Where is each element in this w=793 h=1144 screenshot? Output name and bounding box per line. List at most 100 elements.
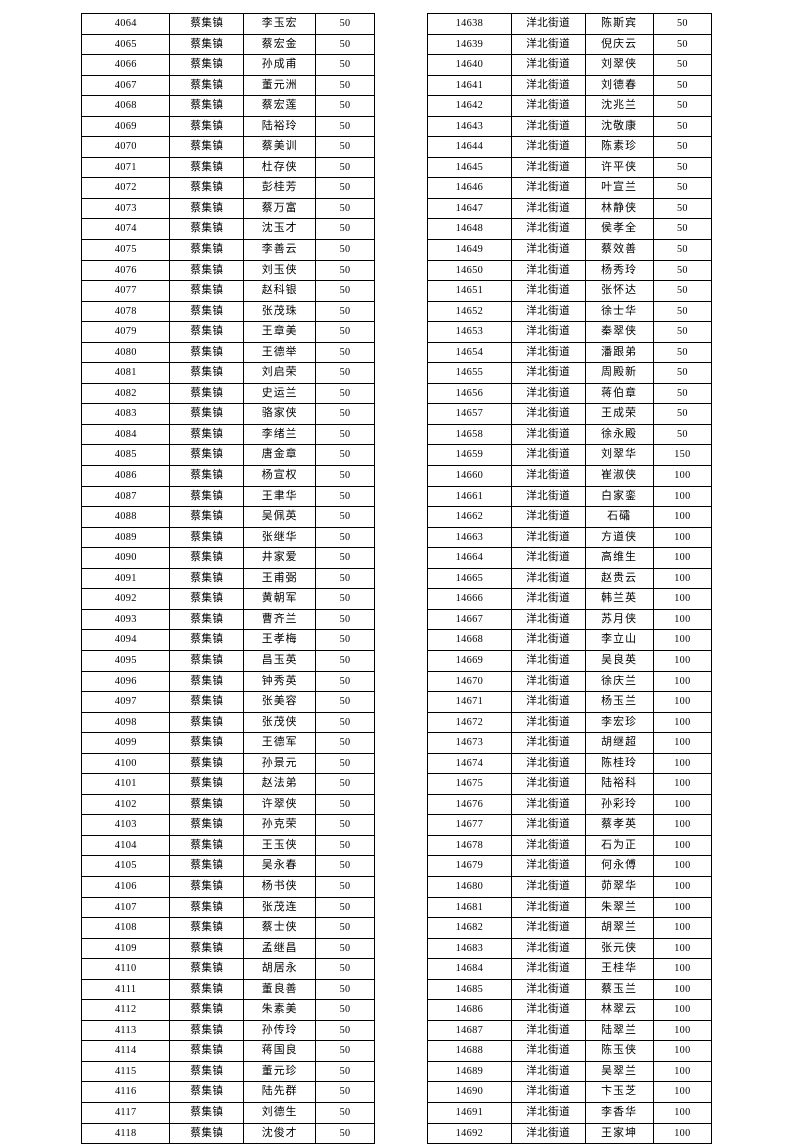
row-township: 蔡集镇 [169,300,245,323]
row-serial-number: 14679 [427,855,512,877]
row-township: 洋北街道 [510,937,586,960]
row-serial-number: 4107 [80,896,171,919]
row-serial-number: 14688 [427,1040,512,1062]
row-person-name: 吴永春 [243,855,317,877]
row-person-name: 刘德生 [243,1101,317,1124]
row-township: 蔡集镇 [169,855,245,877]
row-township: 蔡集镇 [169,547,245,569]
row-serial-number: 14652 [427,300,512,323]
row-amount: 100 [652,1040,713,1062]
row-township: 蔡集镇 [169,218,245,241]
row-serial-number: 14691 [427,1101,512,1124]
row-amount: 50 [315,896,375,919]
row-person-name: 赵科银 [243,280,317,302]
row-person-name: 王德举 [243,341,317,364]
row-amount: 50 [315,1081,375,1103]
row-township: 蔡集镇 [169,177,245,199]
row-township: 洋北街道 [510,567,586,590]
two-column-table-layout: 4064 蔡集镇 李玉宏 50 4065 蔡集镇 蔡宏金 50 4066 蔡集镇 孙成甫 50 4067… [0,13,793,1144]
row-amount: 50 [652,197,713,220]
row-serial-number: 14645 [427,156,512,179]
row-person-name: 秦翠侠 [584,321,654,343]
row-person-name: 黄朝军 [243,588,317,610]
row-amount: 100 [652,937,713,960]
row-township: 洋北街道 [510,691,586,713]
row-person-name: 石礵 [584,506,654,528]
row-township: 蔡集镇 [169,74,245,97]
row-township: 洋北街道 [510,54,586,76]
table-row: 4103 蔡集镇 孙克荣 50 [80,814,375,836]
row-township: 洋北街道 [510,814,586,836]
row-serial-number: 4104 [80,834,171,857]
row-amount: 100 [652,1101,713,1124]
row-serial-number: 4111 [80,978,171,1001]
row-township: 蔡集镇 [169,444,245,467]
table-row: 4078 蔡集镇 张茂珠 50 [80,300,375,323]
row-township: 蔡集镇 [169,978,245,1001]
row-serial-number: 4102 [80,793,171,816]
row-serial-number: 4092 [80,588,171,610]
row-serial-number: 4082 [80,382,171,405]
row-person-name: 何永傅 [584,855,654,877]
row-serial-number: 4080 [80,341,171,364]
row-amount: 50 [315,711,375,734]
row-person-name: 杨书侠 [243,875,317,898]
row-serial-number: 14659 [427,444,512,467]
row-township: 洋北街道 [510,875,586,898]
row-amount: 50 [315,321,375,343]
table-row: 4101 蔡集镇 赵法弟 50 [80,773,375,795]
row-serial-number: 4067 [80,74,171,97]
row-amount: 50 [315,423,375,446]
table-row: 4106 蔡集镇 杨书侠 50 [80,875,375,898]
table-row: 14655 洋北街道 周殿新 50 [427,362,713,384]
row-township: 蔡集镇 [169,834,245,857]
row-township: 洋北街道 [510,444,586,467]
row-amount: 100 [652,814,713,836]
row-amount: 100 [652,958,713,980]
table-row: 4082 蔡集镇 史运兰 50 [80,382,375,405]
table-row: 14646 洋北街道 叶宣兰 50 [427,177,713,199]
row-amount: 100 [652,1081,713,1103]
row-person-name: 林静侠 [584,197,654,220]
table-row: 4099 蔡集镇 王德军 50 [80,732,375,754]
row-person-name: 蔡玉兰 [584,978,654,1001]
row-township: 洋北街道 [510,321,586,343]
row-serial-number: 4115 [80,1060,171,1083]
row-serial-number: 4098 [80,711,171,734]
row-amount: 50 [315,834,375,857]
row-amount: 50 [652,259,713,282]
row-township: 洋北街道 [510,1081,586,1103]
row-serial-number: 14647 [427,197,512,220]
row-serial-number: 14669 [427,649,512,672]
row-person-name: 彭桂芳 [243,177,317,199]
row-amount: 50 [315,793,375,816]
row-serial-number: 14640 [427,54,512,76]
row-person-name: 卞玉芝 [584,1081,654,1103]
row-person-name: 张元侠 [584,937,654,960]
table-row: 14649 洋北街道 蔡效善 50 [427,239,713,261]
row-amount: 50 [315,218,375,241]
table-row: 14692 洋北街道 王家坤 100 [427,1122,713,1144]
table-row: 4084 蔡集镇 李绪兰 50 [80,423,375,446]
row-person-name: 孙传玲 [243,1019,317,1042]
row-amount: 100 [652,732,713,754]
row-amount: 50 [315,649,375,672]
row-township: 蔡集镇 [169,732,245,754]
table-row: 14645 洋北街道 许平侠 50 [427,156,713,179]
row-township: 洋北街道 [510,649,586,672]
row-township: 洋北街道 [510,670,586,693]
row-amount: 50 [652,218,713,241]
row-amount: 50 [652,13,713,35]
table-row: 4105 蔡集镇 吴永春 50 [80,855,375,877]
row-township: 蔡集镇 [169,465,245,487]
row-person-name: 胡继超 [584,732,654,754]
table-row: 14650 洋北街道 杨秀玲 50 [427,259,713,282]
table-row: 4076 蔡集镇 刘玉侠 50 [80,259,375,282]
row-serial-number: 14674 [427,752,512,775]
row-serial-number: 14671 [427,691,512,713]
row-person-name: 陆先群 [243,1081,317,1103]
row-township: 洋北街道 [510,978,586,1001]
row-township: 蔡集镇 [169,691,245,713]
table-row: 14664 洋北街道 高维生 100 [427,547,713,569]
row-amount: 50 [315,177,375,199]
